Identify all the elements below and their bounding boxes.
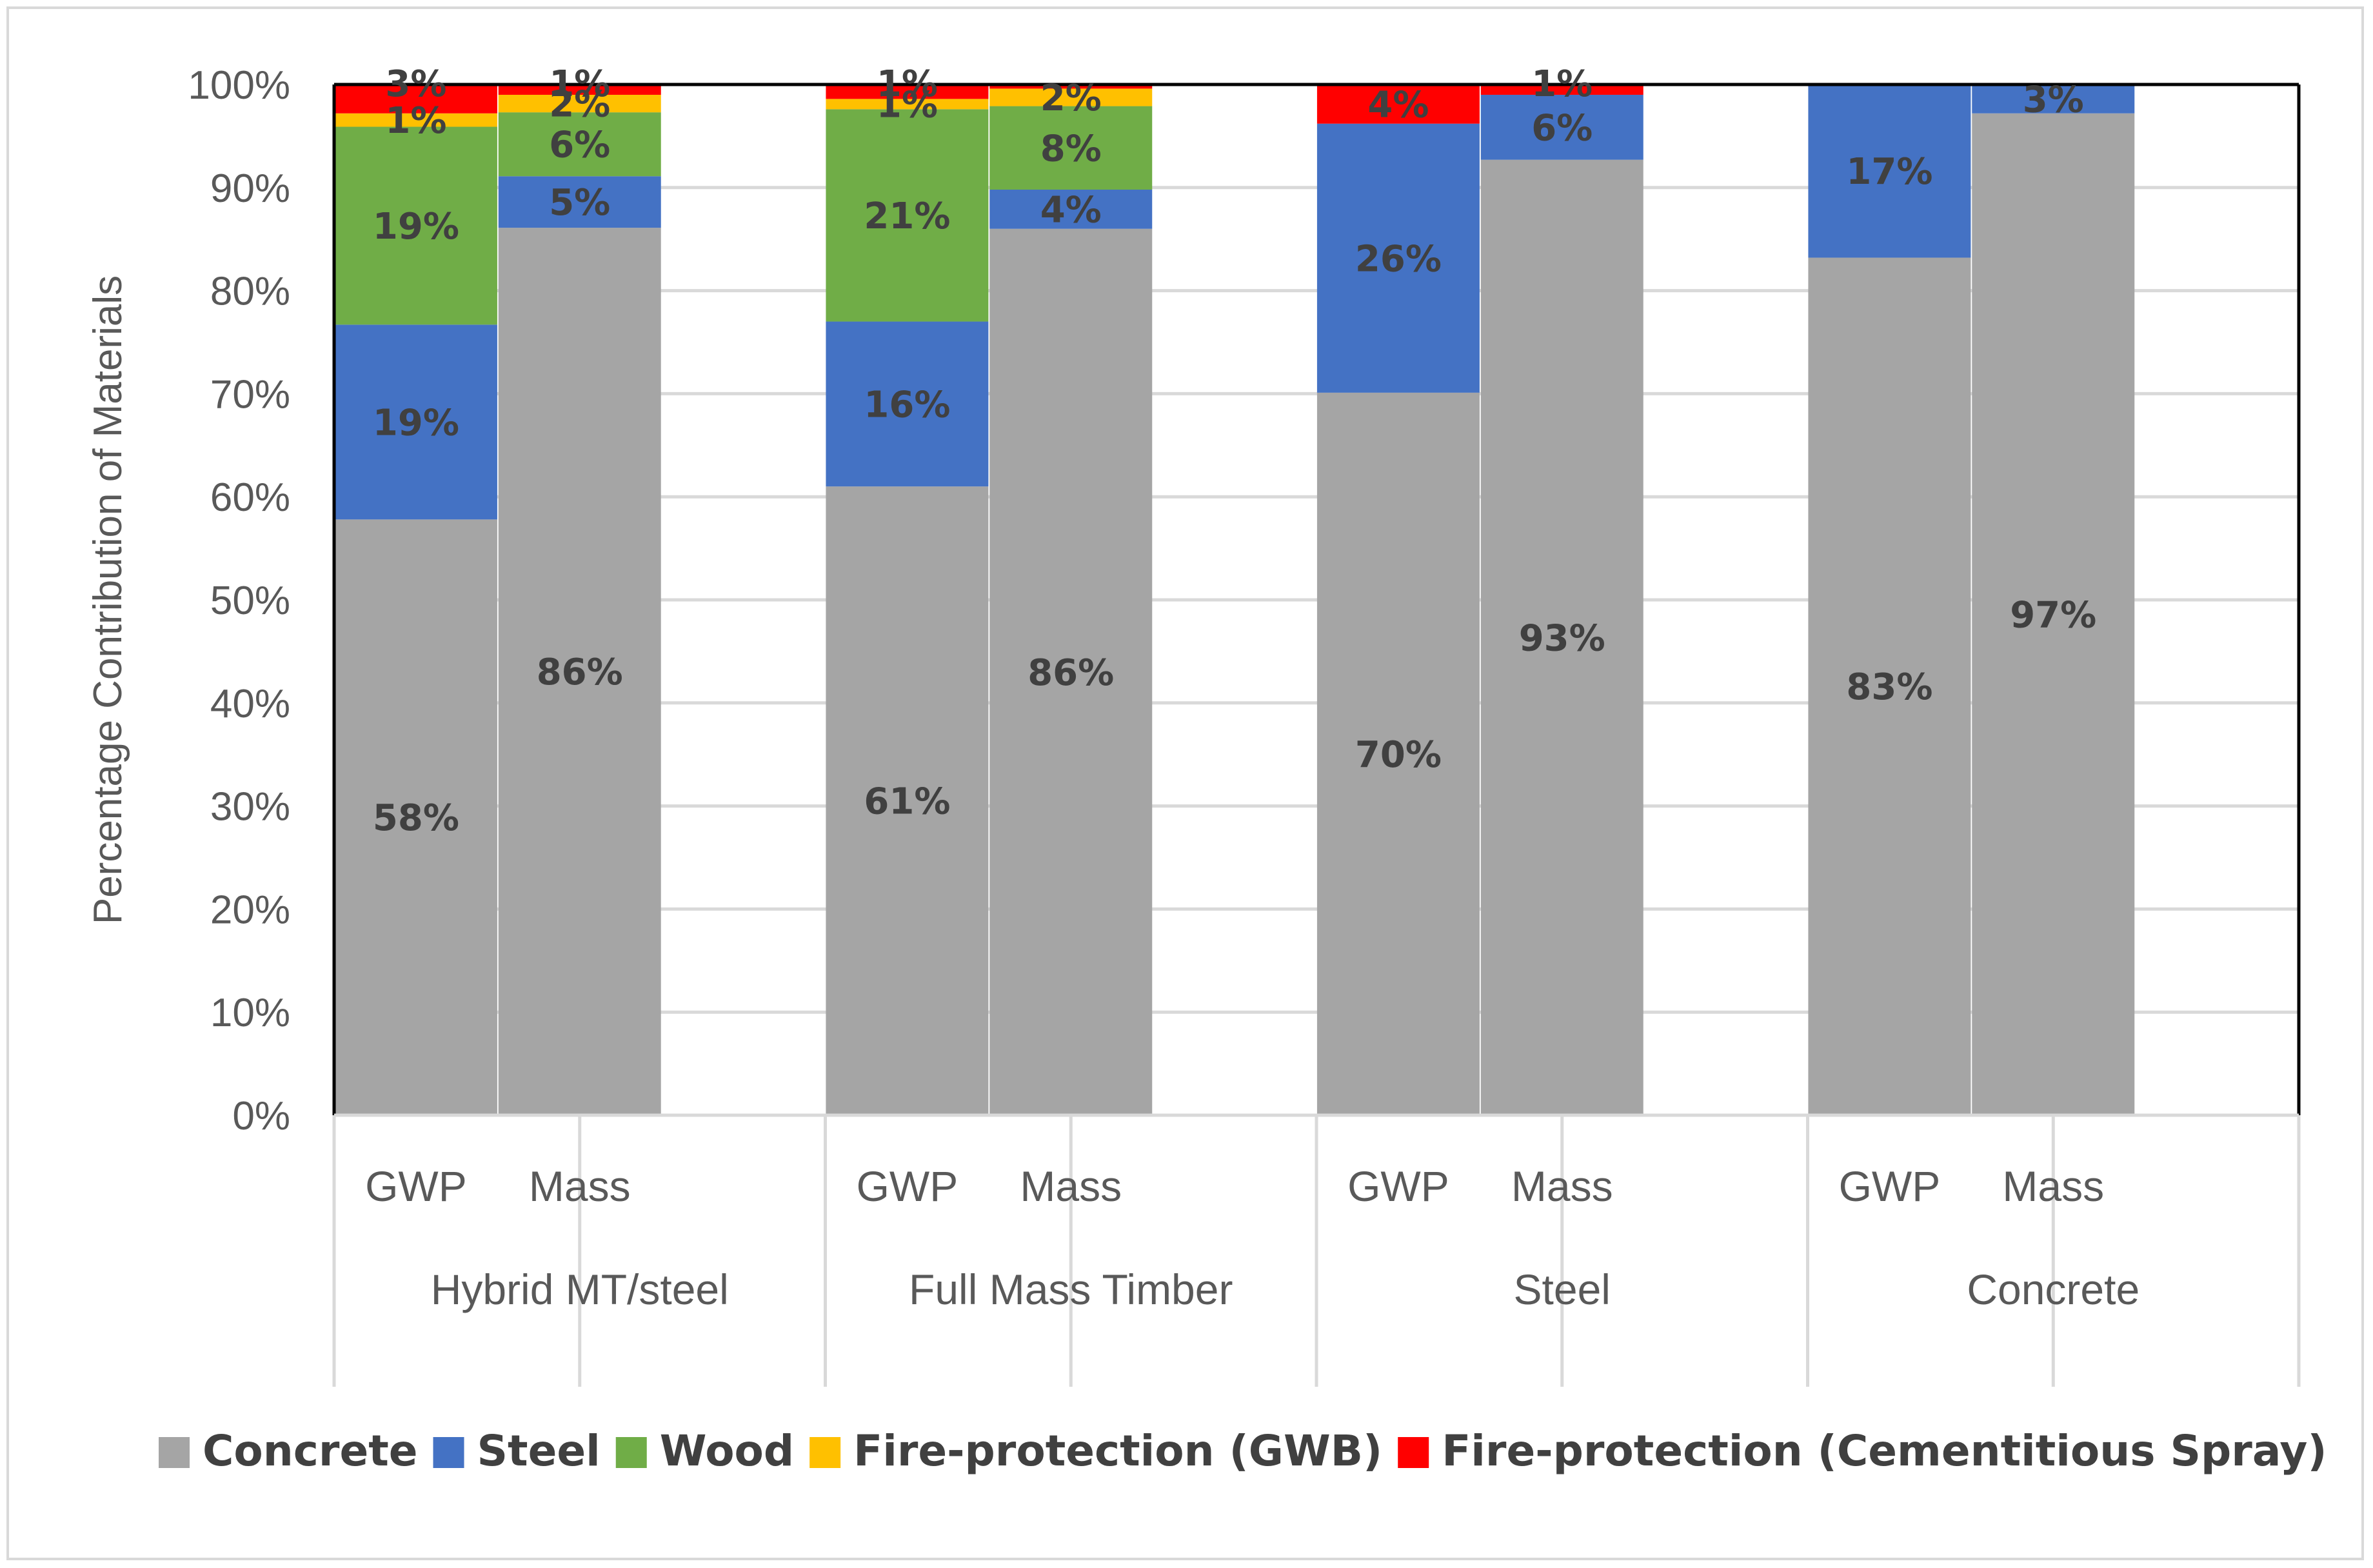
data-label: 5% [549, 182, 610, 224]
data-label: 1% [1531, 63, 1593, 105]
bar-segment-steel [1972, 84, 2135, 114]
bar-segment-concrete [1316, 392, 1480, 1115]
data-label: 1% [877, 63, 938, 105]
data-label: 6% [549, 124, 610, 166]
data-label: 19% [373, 402, 459, 444]
y-tick-label: 90% [210, 166, 290, 211]
y-tick-label: 20% [210, 888, 290, 932]
bar-segment-concrete [334, 519, 497, 1115]
axes: 0% 10% 20% 30% 40% 50% 60% 70% 80% 90% 100% GWP Mass… [188, 63, 2301, 1387]
bar-segment-concrete [498, 228, 661, 1115]
data-label: 8% [1040, 128, 1102, 170]
y-tick-label: 50% [210, 579, 290, 623]
bar-category-label: GWP [1347, 1162, 1449, 1210]
bar-segment-fire-protection-cementitious-spray [1316, 84, 1480, 124]
y-tick-label: 0% [232, 1094, 290, 1138]
bar-segment-wood [826, 109, 989, 322]
bar-segment-fire-protection-gwb [826, 99, 989, 110]
data-label: 4% [1367, 84, 1429, 126]
data-label: 70% [1355, 734, 1442, 776]
data-label: 1% [549, 63, 610, 105]
group-label: Steel [1514, 1265, 1611, 1313]
bar-segment-concrete [826, 486, 989, 1115]
y-tick-label: 70% [210, 372, 290, 417]
bar-segment-concrete [1972, 113, 2135, 1115]
bar-segment-fire-protection-cementitious-spray [498, 84, 661, 95]
y-tick-label: 80% [210, 270, 290, 314]
data-label: 83% [1846, 666, 1932, 708]
legend-swatch [433, 1437, 464, 1468]
bar-segment-fire-protection-cementitious-spray [1480, 84, 1643, 95]
bar-category-label: Mass [1511, 1162, 1613, 1210]
bar-segment-steel [989, 189, 1153, 229]
legend-swatch [159, 1437, 190, 1468]
legend-swatch [615, 1437, 647, 1468]
bar-segment-steel [498, 176, 661, 228]
bar-segment-fire-protection-cementitious-spray [334, 84, 497, 114]
data-label: 3% [2023, 79, 2084, 121]
data-label: 2% [1040, 77, 1102, 119]
bar-segment-concrete [1480, 159, 1643, 1115]
legend-swatch [1398, 1437, 1429, 1468]
data-label: 21% [864, 195, 950, 237]
bar-segment-wood [334, 126, 497, 325]
legend-item-label: Fire-protection (GWB) [853, 1426, 1382, 1476]
bar-segment-concrete [1808, 257, 1971, 1115]
bar-category-label: GWP [1839, 1162, 1941, 1210]
data-label: 86% [537, 651, 623, 693]
bar-category-label: Mass [2002, 1162, 2104, 1210]
bar-segment-steel [826, 321, 989, 487]
bar-category-label: GWP [857, 1162, 958, 1210]
y-tick-label: 10% [210, 991, 290, 1035]
data-label: 58% [373, 797, 459, 839]
bar-segment-fire-protection-gwb [989, 88, 1153, 106]
y-tick-label: 100% [188, 63, 290, 108]
bar-segment-steel [1316, 123, 1480, 393]
data-label: 4% [1040, 189, 1102, 231]
bar-segment-wood [989, 106, 1153, 190]
bar-segment-steel [1808, 84, 1971, 258]
y-axis-title: Percentage Contribution of Materials [86, 275, 130, 924]
y-tick-label: 60% [210, 475, 290, 520]
bar-category-label: Mass [1020, 1162, 1122, 1210]
bar-segment-wood [498, 112, 661, 177]
bar-segment-steel [334, 324, 497, 520]
group-label: Hybrid MT/steel [431, 1265, 729, 1313]
group-label: Full Mass Timber [909, 1265, 1233, 1313]
bar-segment-fire-protection-cementitious-spray [826, 84, 989, 99]
bar-segment-concrete [989, 228, 1153, 1116]
data-label: 19% [373, 206, 459, 248]
legend-item-label: Wood [660, 1426, 794, 1476]
data-label: 3% [385, 63, 446, 105]
data-label: 1% [877, 84, 938, 126]
data-label: 61% [864, 781, 950, 823]
bar-category-label: Mass [529, 1162, 631, 1210]
legend: Concrete Steel Wood Fire-protection (GWB) Fi… [159, 1426, 2327, 1476]
bar-segment-fire-protection-gwb [334, 113, 497, 127]
data-label: 17% [1846, 151, 1932, 193]
y-tick-label: 40% [210, 682, 290, 726]
legend-item-label: Concrete [203, 1426, 418, 1476]
group-label: Concrete [1967, 1265, 2140, 1313]
data-label: 86% [1028, 652, 1114, 694]
legend-item-label: Fire-protection (Cementitious Spray) [1442, 1426, 2327, 1476]
bar-segment-steel [1480, 94, 1643, 160]
y-tick-label: 30% [210, 785, 290, 829]
bar-category-label: GWP [365, 1162, 467, 1210]
data-label: 93% [1519, 617, 1605, 659]
data-label: 1% [385, 100, 446, 142]
legend-item-label: Steel [477, 1426, 601, 1476]
bar-segment-fire-protection-cementitious-spray [989, 84, 1153, 89]
data-label: 26% [1355, 238, 1442, 280]
data-label: 16% [864, 384, 950, 426]
bar-segment-fire-protection-gwb [498, 94, 661, 113]
legend-swatch [809, 1437, 841, 1468]
data-label: 6% [1531, 107, 1593, 149]
data-labels: 58%19%19%1%3%86%5%6%2%1%61%16%21%1%1%86%… [373, 63, 2096, 839]
data-label: 2% [549, 84, 610, 126]
bars [334, 84, 2135, 1116]
data-label: 97% [2010, 594, 2096, 636]
